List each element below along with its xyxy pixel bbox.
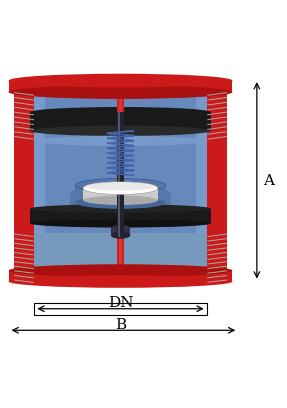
Ellipse shape xyxy=(30,204,211,213)
Ellipse shape xyxy=(70,202,171,213)
Ellipse shape xyxy=(30,220,211,228)
FancyBboxPatch shape xyxy=(118,112,120,237)
Ellipse shape xyxy=(83,195,158,205)
FancyBboxPatch shape xyxy=(9,271,232,282)
Ellipse shape xyxy=(75,196,166,209)
FancyBboxPatch shape xyxy=(117,112,124,237)
FancyBboxPatch shape xyxy=(30,112,211,131)
FancyBboxPatch shape xyxy=(14,81,34,282)
Ellipse shape xyxy=(111,225,130,232)
Ellipse shape xyxy=(9,85,232,99)
Ellipse shape xyxy=(37,136,204,146)
Text: DN: DN xyxy=(108,296,133,310)
Ellipse shape xyxy=(83,182,158,195)
FancyBboxPatch shape xyxy=(118,112,120,237)
FancyBboxPatch shape xyxy=(34,81,45,282)
Ellipse shape xyxy=(111,232,130,239)
Ellipse shape xyxy=(30,126,211,136)
Ellipse shape xyxy=(70,187,171,198)
FancyBboxPatch shape xyxy=(119,81,122,282)
FancyBboxPatch shape xyxy=(196,81,207,282)
FancyBboxPatch shape xyxy=(70,193,171,207)
Ellipse shape xyxy=(9,74,232,87)
FancyBboxPatch shape xyxy=(83,188,158,200)
FancyBboxPatch shape xyxy=(34,303,207,315)
FancyBboxPatch shape xyxy=(207,81,227,282)
Text: A: A xyxy=(263,174,274,188)
Ellipse shape xyxy=(86,182,155,191)
Ellipse shape xyxy=(83,182,158,195)
FancyBboxPatch shape xyxy=(117,81,124,282)
Text: B: B xyxy=(115,318,126,332)
FancyBboxPatch shape xyxy=(34,81,207,282)
FancyBboxPatch shape xyxy=(34,233,207,282)
FancyBboxPatch shape xyxy=(117,112,124,237)
Ellipse shape xyxy=(86,182,155,191)
FancyBboxPatch shape xyxy=(111,228,130,235)
FancyBboxPatch shape xyxy=(75,185,166,202)
Ellipse shape xyxy=(9,264,232,277)
Ellipse shape xyxy=(30,107,211,118)
FancyBboxPatch shape xyxy=(9,81,232,92)
FancyBboxPatch shape xyxy=(14,81,227,282)
FancyBboxPatch shape xyxy=(30,208,211,224)
Ellipse shape xyxy=(9,275,232,288)
Ellipse shape xyxy=(75,178,166,192)
